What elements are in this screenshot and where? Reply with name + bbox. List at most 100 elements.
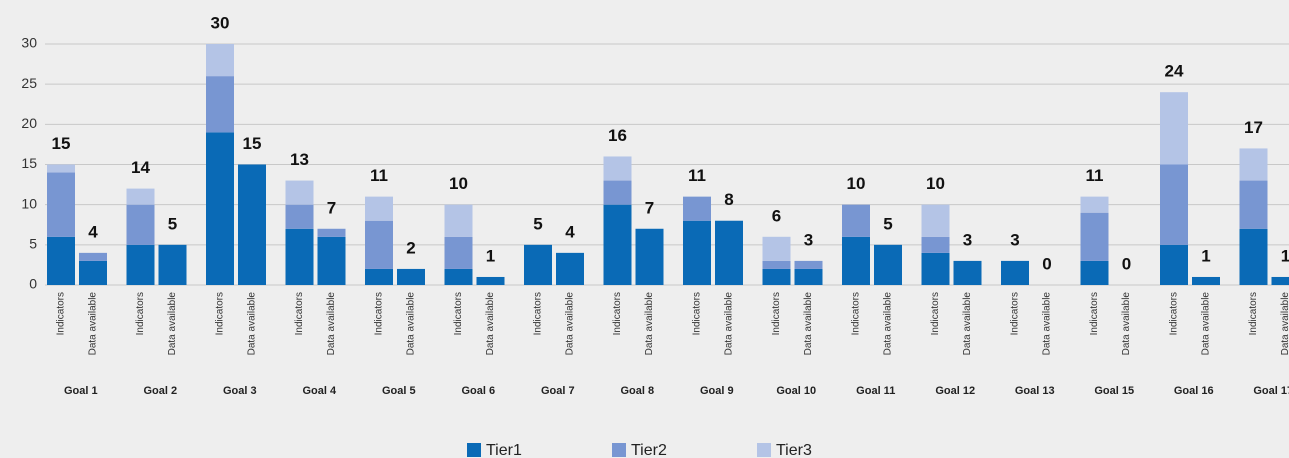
sub-label: Data available — [883, 292, 894, 356]
sub-label: Indicators — [612, 292, 623, 335]
sub-label: Data available — [1280, 292, 1289, 356]
total-label: 1 — [1201, 246, 1210, 265]
sub-label: Data available — [1042, 292, 1053, 356]
sub-label: Data available — [485, 292, 496, 356]
bar-segment — [317, 236, 346, 285]
total-label: 3 — [804, 230, 813, 249]
total-label: 0 — [1042, 254, 1051, 273]
sub-label: Indicators — [533, 292, 544, 335]
total-label: 1 — [1281, 246, 1289, 265]
bar-segment — [1192, 276, 1220, 285]
sub-label: Indicators — [930, 292, 941, 335]
bar-segment — [603, 204, 632, 285]
group-label: Goal 7 — [541, 385, 575, 397]
total-label: 3 — [1010, 230, 1019, 249]
bar-segment — [1271, 276, 1289, 285]
sub-label: Data available — [167, 292, 178, 356]
bar-segment — [1080, 196, 1109, 213]
total-label: 10 — [847, 174, 866, 193]
bar-segment — [126, 244, 155, 285]
sub-label: Data available — [962, 292, 973, 356]
group-label: Goal 8 — [620, 385, 654, 397]
sub-label: Indicators — [692, 292, 703, 335]
bar-segment — [762, 236, 791, 261]
total-label: 8 — [724, 190, 733, 209]
sub-label: Indicators — [453, 292, 464, 335]
sub-label: Indicators — [1010, 292, 1021, 335]
sub-label: Data available — [565, 292, 576, 356]
sub-label: Data available — [406, 292, 417, 356]
sub-label: Data available — [247, 292, 258, 356]
bar-segment — [1001, 260, 1029, 285]
bar-segment — [683, 220, 711, 285]
bar-segment — [921, 204, 950, 237]
sub-label: Data available — [1121, 292, 1132, 356]
sub-label: Data available — [724, 292, 735, 356]
bar-segment — [444, 268, 473, 285]
bar-segment — [794, 260, 823, 269]
bar-segment — [1239, 180, 1268, 229]
total-label: 7 — [327, 198, 336, 217]
bar-segment — [47, 172, 75, 237]
bar-segment — [524, 244, 552, 285]
y-tick-label: 20 — [21, 115, 37, 131]
legend-label: Tier1 — [486, 442, 522, 458]
bar-segment — [762, 260, 791, 269]
bar-segment — [47, 164, 75, 173]
sub-label: Data available — [326, 292, 337, 356]
group-label: Goal 16 — [1174, 385, 1214, 397]
sub-label: Data available — [644, 292, 655, 356]
group-label: Goal 3 — [223, 385, 257, 397]
sub-label: Indicators — [851, 292, 862, 335]
y-tick-label: 10 — [21, 195, 37, 211]
group-label: Goal 10 — [776, 385, 816, 397]
bar-segment — [762, 268, 791, 285]
total-label: 7 — [645, 198, 654, 217]
total-label: 10 — [926, 174, 945, 193]
group-label: Goal 6 — [461, 385, 495, 397]
total-label: 5 — [168, 214, 177, 233]
total-label: 10 — [449, 174, 468, 193]
group-label: Goal 12 — [935, 385, 975, 397]
total-label: 3 — [963, 230, 972, 249]
bar-segment — [921, 252, 950, 285]
y-tick-label: 25 — [21, 75, 37, 91]
total-label: 14 — [131, 158, 150, 177]
bar-segment — [842, 204, 870, 237]
bar-segment — [238, 164, 266, 285]
bar-segment — [47, 236, 75, 285]
total-label: 24 — [1165, 62, 1184, 81]
bar-segment — [79, 252, 107, 261]
bar-segment — [79, 260, 107, 285]
total-label: 15 — [52, 134, 71, 153]
bar-segment — [365, 268, 393, 285]
legend-swatch — [467, 443, 481, 457]
bar-segment — [921, 236, 950, 253]
y-tick-label: 15 — [21, 155, 37, 171]
bar-segment — [397, 268, 425, 285]
group-label: Goal 13 — [1015, 385, 1055, 397]
sub-label: Indicators — [294, 292, 305, 335]
group-label: Goal 17 — [1253, 385, 1289, 397]
total-label: 2 — [406, 238, 415, 257]
group-label: Goal 2 — [143, 385, 177, 397]
total-label: 6 — [772, 206, 781, 225]
total-label: 11 — [370, 166, 388, 185]
bar-segment — [285, 228, 314, 285]
bar-segment — [1160, 164, 1188, 245]
y-tick-label: 0 — [29, 276, 37, 292]
group-label: Goal 4 — [302, 385, 337, 397]
bar-segment — [365, 220, 393, 269]
total-label: 15 — [243, 134, 262, 153]
bar-segment — [158, 244, 187, 285]
sub-label: Indicators — [215, 292, 226, 335]
bar-segment — [603, 180, 632, 205]
legend-swatch — [612, 443, 626, 457]
sub-label: Data available — [803, 292, 814, 356]
bar-segment — [1080, 260, 1109, 285]
sub-label: Data available — [88, 292, 99, 356]
sub-label: Indicators — [1169, 292, 1180, 335]
y-tick-label: 5 — [29, 236, 37, 252]
bar-segment — [126, 204, 155, 245]
